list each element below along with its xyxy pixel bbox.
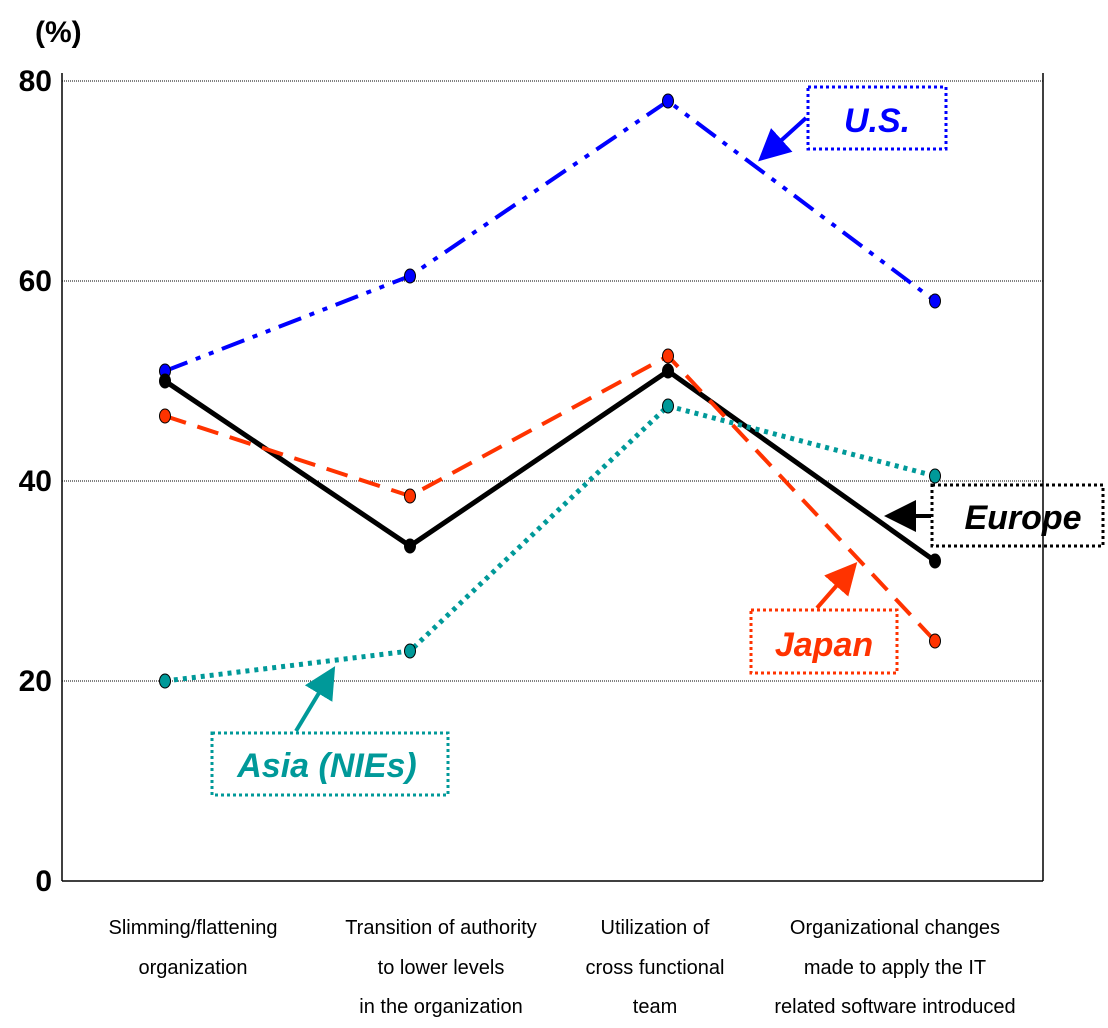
category-label: Organizational changes [790, 917, 1000, 939]
category-label: cross functional [586, 957, 725, 979]
data-point [159, 673, 171, 689]
y-tick-label: 40 [19, 465, 52, 498]
label-japan-text: Japan [775, 626, 873, 664]
data-point [929, 553, 941, 569]
data-point [929, 293, 941, 309]
y-tick-label: 60 [19, 265, 52, 298]
category-label: Slimming/flattening [109, 917, 278, 939]
series-line-0 [164, 98, 937, 373]
series-line-2 [164, 353, 937, 643]
category-label: Transition of authority [345, 917, 537, 939]
category-label: team [633, 996, 677, 1018]
label-japan: Japan [749, 561, 899, 675]
category-label: in the organization [359, 996, 522, 1018]
axes [61, 73, 1044, 882]
gridlines [62, 80, 1043, 682]
series-line-1 [163, 367, 937, 564]
data-point [662, 398, 674, 414]
data-point [159, 408, 171, 424]
category-label: organization [139, 957, 248, 979]
category-label: related software introduced [774, 996, 1015, 1018]
data-point [662, 93, 674, 109]
data-point [662, 363, 674, 379]
label-europe-text: Europe [964, 499, 1081, 537]
category-label: Utilization of [601, 917, 710, 939]
category-label: to lower levels [378, 957, 505, 979]
data-point [404, 488, 416, 504]
label-europe: Europe [884, 483, 1105, 548]
data-point [404, 643, 416, 659]
label-us: U.S. [758, 85, 948, 162]
series-group [159, 93, 941, 689]
y-tick-label: 20 [19, 665, 52, 698]
data-point [404, 268, 416, 284]
y-tick-label: 80 [19, 65, 52, 98]
label-asia: Asia (NIEs) [210, 666, 450, 797]
category-label: made to apply the IT [804, 957, 986, 979]
data-point [929, 633, 941, 649]
data-point [404, 538, 416, 554]
category-labels: Slimming/flattening organization Transitio… [109, 917, 1016, 1018]
series-line-3 [164, 403, 936, 684]
data-point [159, 373, 171, 389]
y-tick-labels: 0 20 40 60 80 [19, 65, 52, 898]
y-tick-label: 0 [35, 865, 52, 898]
data-point [662, 348, 674, 364]
data-point [929, 468, 941, 484]
label-us-text: U.S. [844, 102, 910, 140]
label-asia-text: Asia (NIEs) [236, 747, 417, 785]
y-axis-unit: (%) [35, 16, 82, 49]
